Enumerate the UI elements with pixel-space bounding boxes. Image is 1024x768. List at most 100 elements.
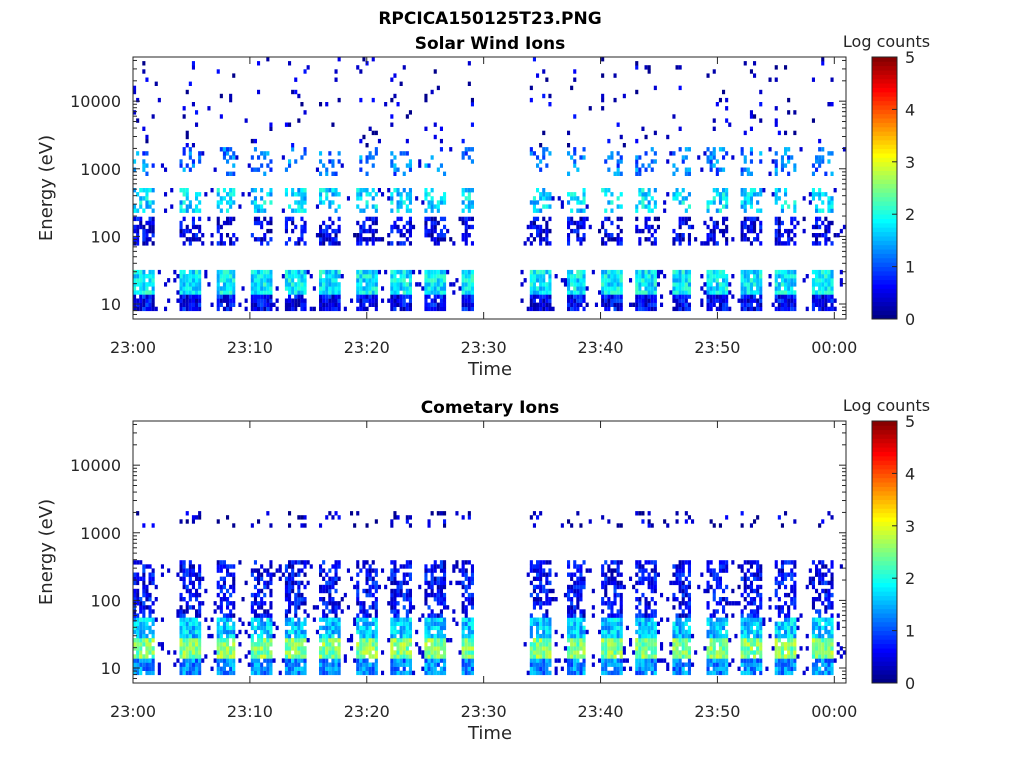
data-cell [160,646,164,651]
data-cell [548,102,552,107]
data-cell [222,306,226,312]
data-cell [291,220,295,226]
data-cell [746,269,750,275]
data-cell [542,188,546,193]
data-cell [464,294,468,299]
data-cell [133,597,137,602]
data-cell [427,584,431,590]
data-cell [151,163,155,168]
data-cell [582,670,586,676]
data-cell [303,633,307,639]
data-cell [222,617,226,622]
data-cell [598,290,602,295]
data-cell [777,290,781,295]
data-cell [260,572,264,577]
data-cell [319,638,323,643]
data-cell [548,216,552,222]
data-cell [644,282,648,287]
data-cell [790,269,794,275]
data-cell [678,290,682,295]
data-cell [371,592,375,598]
data-cell [439,609,443,614]
data-cell [371,560,375,565]
data-cell [294,597,298,602]
data-cell [405,282,409,287]
data-cell [563,282,567,287]
data-cell [179,654,183,659]
data-cell [684,306,688,312]
data-cell [133,642,137,647]
data-cell [229,237,233,242]
data-cell [216,633,220,639]
data-cell [238,560,242,565]
data-cell [470,278,474,283]
data-cell [334,511,338,516]
data-cell [219,584,223,590]
data-cell [216,269,220,275]
data-cell [731,274,735,279]
data-cell [681,237,685,242]
data-cell [811,224,815,230]
data-cell [188,670,192,676]
data-cell [365,306,369,312]
data-cell [340,609,344,614]
data-cell [142,233,146,238]
data-cell [424,662,428,667]
data-cell [436,597,440,602]
data-cell [405,597,409,602]
data-cell [718,294,722,299]
data-cell [185,204,189,209]
data-cell [216,286,220,291]
data-cell [179,597,183,602]
data-cell [684,196,688,201]
data-cell [179,670,183,676]
data-cell [821,302,825,307]
data-cell [325,670,329,676]
data-cell [576,224,580,230]
data-cell [687,233,691,238]
data-cell [288,662,292,667]
data-cell [222,621,226,626]
data-cell [439,233,443,238]
data-cell [722,192,726,197]
data-cell [539,302,543,307]
colorbar-segment [872,262,897,267]
data-cell [356,588,360,594]
data-cell [288,629,292,635]
data-cell [222,580,226,586]
data-cell [675,286,679,291]
data-cell [269,302,273,307]
data-cell [548,196,552,201]
data-cell [325,613,329,618]
data-cell [542,658,546,663]
data-cell [300,580,304,586]
data-cell [749,114,753,119]
data-cell [405,519,409,524]
panel-title: Solar Wind Ions [415,34,566,54]
data-cell [362,609,366,614]
data-cell [439,670,443,676]
data-cell [291,143,295,148]
data-cell [607,294,611,299]
colorbar-segment [872,231,897,237]
colorbar-tick-label: 1 [905,258,915,277]
data-cell [787,282,791,287]
data-cell [529,564,533,569]
data-cell [560,200,564,205]
data-cell [536,597,540,602]
data-cell [687,167,691,172]
data-cell [604,646,608,651]
data-cell [325,666,329,671]
data-cell [331,564,335,569]
colorbar-segment [872,91,897,97]
axes-box [132,56,847,320]
data-cell [195,192,199,197]
data-cell [188,588,192,594]
data-cell [774,220,778,226]
data-cell [263,286,267,291]
data-cell [266,650,270,655]
data-cell [365,188,369,193]
data-cell [142,658,146,663]
data-cell [151,650,155,655]
data-cell [570,597,574,602]
